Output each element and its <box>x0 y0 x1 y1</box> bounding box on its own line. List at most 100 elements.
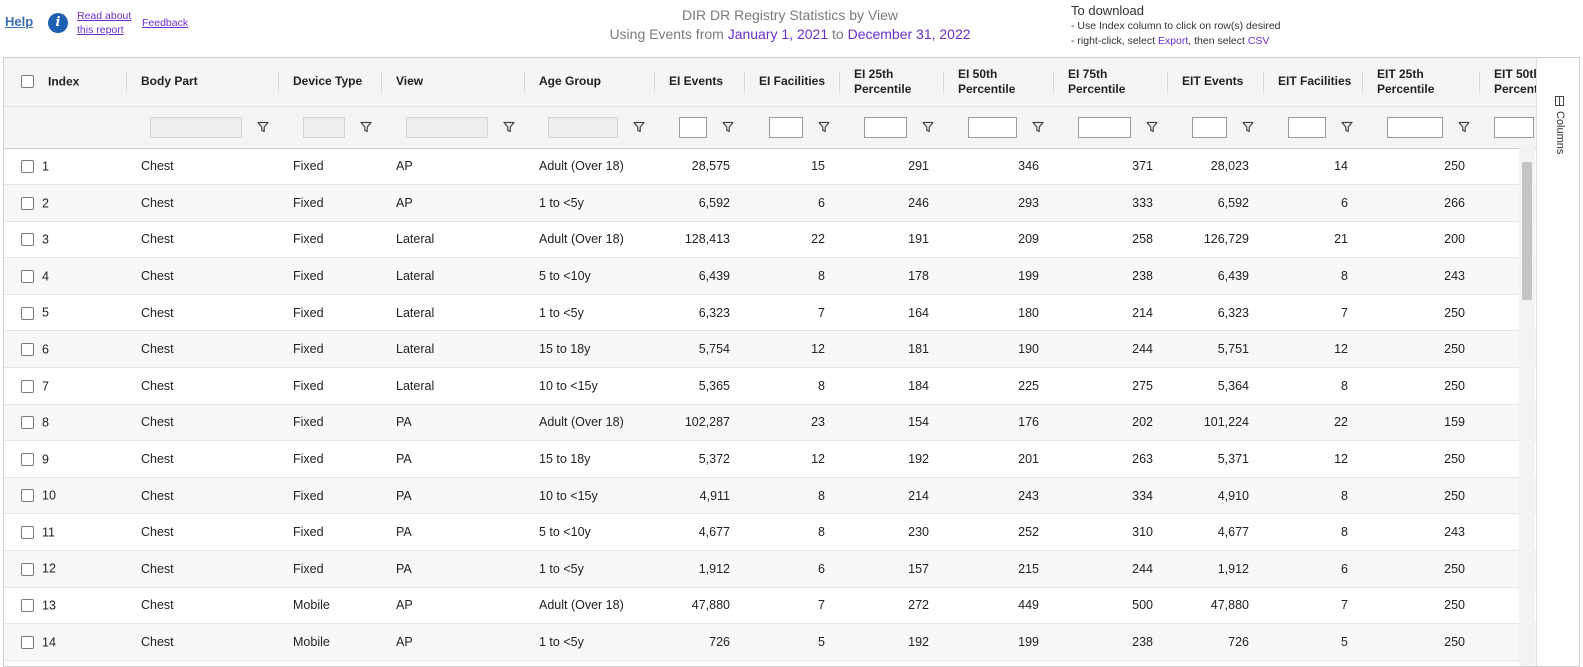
column-resize-handle[interactable] <box>524 72 525 92</box>
table-row[interactable]: 4 Chest Fixed Lateral 5 to <10y 6,439 8 178 199 2… <box>4 257 1551 295</box>
filter-funnel-icon[interactable] <box>359 120 373 134</box>
cell-index[interactable]: 1 <box>4 148 127 186</box>
cell-index[interactable]: 11 <box>4 513 127 552</box>
table-row[interactable]: 13 Chest Mobile AP Adult (Over 18) 47,880 7 272… <box>4 587 1551 625</box>
table-row[interactable]: 1 Chest Fixed AP Adult (Over 18) 28,575 15 291 3… <box>4 148 1551 186</box>
filter-input[interactable] <box>1077 116 1131 138</box>
table-row[interactable]: 10 Chest Fixed PA 10 to <15y 4,911 8 214 243 334 4… <box>4 477 1551 515</box>
filter-input[interactable] <box>679 116 707 138</box>
cell-index[interactable]: 14 <box>4 623 127 661</box>
table-row[interactable]: 8 Chest Fixed PA Adult (Over 18) 102,287 23 154… <box>4 404 1551 442</box>
column-resize-handle[interactable] <box>744 72 745 92</box>
table-row[interactable]: 7 Chest Fixed Lateral 10 to <15y 5,365 8 184 225… <box>4 367 1551 405</box>
select-all-checkbox[interactable] <box>21 75 34 89</box>
column-resize-handle[interactable] <box>839 72 840 92</box>
column-resize-handle[interactable] <box>126 72 127 92</box>
column-resize-handle[interactable] <box>943 72 944 92</box>
columns-panel[interactable]: Columns <box>1536 58 1579 666</box>
column-header-body-part[interactable]: Body Part <box>127 58 279 107</box>
row-checkbox[interactable] <box>21 233 34 247</box>
filter-funnel-icon[interactable] <box>632 120 646 134</box>
filter-input[interactable] <box>768 116 803 138</box>
cell-index[interactable]: 9 <box>4 440 127 478</box>
table-row[interactable]: 9 Chest Fixed PA 15 to 18y 5,372 12 192 201 263 5,… <box>4 440 1551 478</box>
column-header-ei-50[interactable]: EI 50th Percentile <box>944 58 1054 107</box>
column-header-eit-facilities[interactable]: EIT Facilities <box>1264 58 1363 107</box>
column-header-view[interactable]: View <box>382 58 525 107</box>
column-header-ei-events[interactable]: EI Events <box>655 58 745 107</box>
row-checkbox[interactable] <box>21 343 34 357</box>
cell-index[interactable]: 2 <box>4 184 127 222</box>
filter-funnel-icon[interactable] <box>1457 120 1471 134</box>
cell-index[interactable]: 3 <box>4 221 127 259</box>
table-row[interactable]: 2 Chest Fixed AP 1 to <5y 6,592 6 246 293 333 6,59… <box>4 184 1551 222</box>
table-row[interactable]: 3 Chest Fixed Lateral Adult (Over 18) 128,413… <box>4 221 1551 259</box>
filter-funnel-icon[interactable] <box>1241 120 1255 134</box>
row-checkbox[interactable] <box>21 452 34 466</box>
read-about-report-link[interactable]: Read about this report <box>77 10 132 36</box>
row-checkbox[interactable] <box>21 379 34 393</box>
filter-funnel-icon[interactable] <box>921 120 935 134</box>
row-checkbox[interactable] <box>21 489 34 503</box>
filter-funnel-icon[interactable] <box>1031 120 1045 134</box>
column-resize-handle[interactable] <box>1362 72 1363 92</box>
cell-index[interactable]: 6 <box>4 330 127 369</box>
cell-index[interactable]: 4 <box>4 257 127 295</box>
column-header-device-type[interactable]: Device Type <box>279 58 382 107</box>
row-checkbox[interactable] <box>21 416 34 430</box>
row-checkbox[interactable] <box>21 562 34 576</box>
row-checkbox[interactable] <box>21 196 34 210</box>
filter-input[interactable] <box>302 116 345 138</box>
column-resize-handle[interactable] <box>1263 72 1264 92</box>
feedback-link[interactable]: Feedback <box>142 17 189 29</box>
scrollbar-thumb[interactable] <box>1522 162 1532 300</box>
column-header-ei-facilities[interactable]: EI Facilities <box>745 58 840 107</box>
cell-index[interactable]: 7 <box>4 367 127 405</box>
column-header-ei-25[interactable]: EI 25th Percentile <box>840 58 944 107</box>
row-checkbox[interactable] <box>21 160 34 174</box>
table-row[interactable]: 12 Chest Fixed PA 1 to <5y 1,912 6 157 215 244 1,9… <box>4 550 1551 588</box>
columns-panel-toggle[interactable]: Columns <box>1554 96 1566 154</box>
column-resize-handle[interactable] <box>654 72 655 92</box>
table-row[interactable]: 14 Chest Mobile AP 1 to <5y 726 5 192 199 238 726 5… <box>4 623 1551 661</box>
filter-input[interactable] <box>405 116 488 138</box>
cell-index[interactable]: 12 <box>4 550 127 588</box>
cell-index[interactable]: 8 <box>4 404 127 442</box>
filter-funnel-icon[interactable] <box>256 120 270 134</box>
table-row[interactable]: 6 Chest Fixed Lateral 15 to 18y 5,754 12 181 190… <box>4 330 1551 369</box>
filter-funnel-icon[interactable] <box>502 120 516 134</box>
column-header-ei-75[interactable]: EI 75th Percentile <box>1054 58 1168 107</box>
filter-funnel-icon[interactable] <box>721 120 735 134</box>
column-header-index[interactable]: Index <box>4 58 127 107</box>
column-header-age-group[interactable]: Age Group <box>525 58 655 107</box>
row-checkbox[interactable] <box>21 599 34 613</box>
cell-index[interactable]: 10 <box>4 477 127 515</box>
column-header-eit-events[interactable]: EIT Events <box>1168 58 1264 107</box>
filter-input[interactable] <box>1386 116 1443 138</box>
row-checkbox[interactable] <box>21 526 34 540</box>
column-resize-handle[interactable] <box>1053 72 1054 92</box>
row-checkbox[interactable] <box>21 306 34 320</box>
filter-input[interactable] <box>1494 116 1534 138</box>
vertical-scrollbar[interactable] <box>1519 147 1535 666</box>
row-checkbox[interactable] <box>21 635 34 649</box>
filter-funnel-icon[interactable] <box>1145 120 1159 134</box>
info-icon[interactable]: i <box>48 13 68 33</box>
table-row[interactable]: 11 Chest Fixed PA 5 to <10y 4,677 8 230 252 310 4,… <box>4 513 1551 552</box>
filter-input[interactable] <box>1191 116 1227 138</box>
help-link[interactable]: Help <box>5 14 34 29</box>
filter-input[interactable] <box>548 116 618 138</box>
row-checkbox[interactable] <box>21 269 34 283</box>
column-resize-handle[interactable] <box>381 72 382 92</box>
filter-input[interactable] <box>863 116 907 138</box>
cell-index[interactable]: 5 <box>4 294 127 332</box>
column-header-eit-25[interactable]: EIT 25th Percentile <box>1363 58 1480 107</box>
cell-index[interactable]: 13 <box>4 587 127 625</box>
filter-funnel-icon[interactable] <box>1340 120 1354 134</box>
table-row[interactable]: 5 Chest Fixed Lateral 1 to <5y 6,323 7 164 180 21… <box>4 294 1551 332</box>
filter-funnel-icon[interactable] <box>817 120 831 134</box>
filter-input[interactable] <box>1287 116 1326 138</box>
column-resize-handle[interactable] <box>278 72 279 92</box>
column-resize-handle[interactable] <box>1479 72 1480 92</box>
filter-input[interactable] <box>967 116 1017 138</box>
